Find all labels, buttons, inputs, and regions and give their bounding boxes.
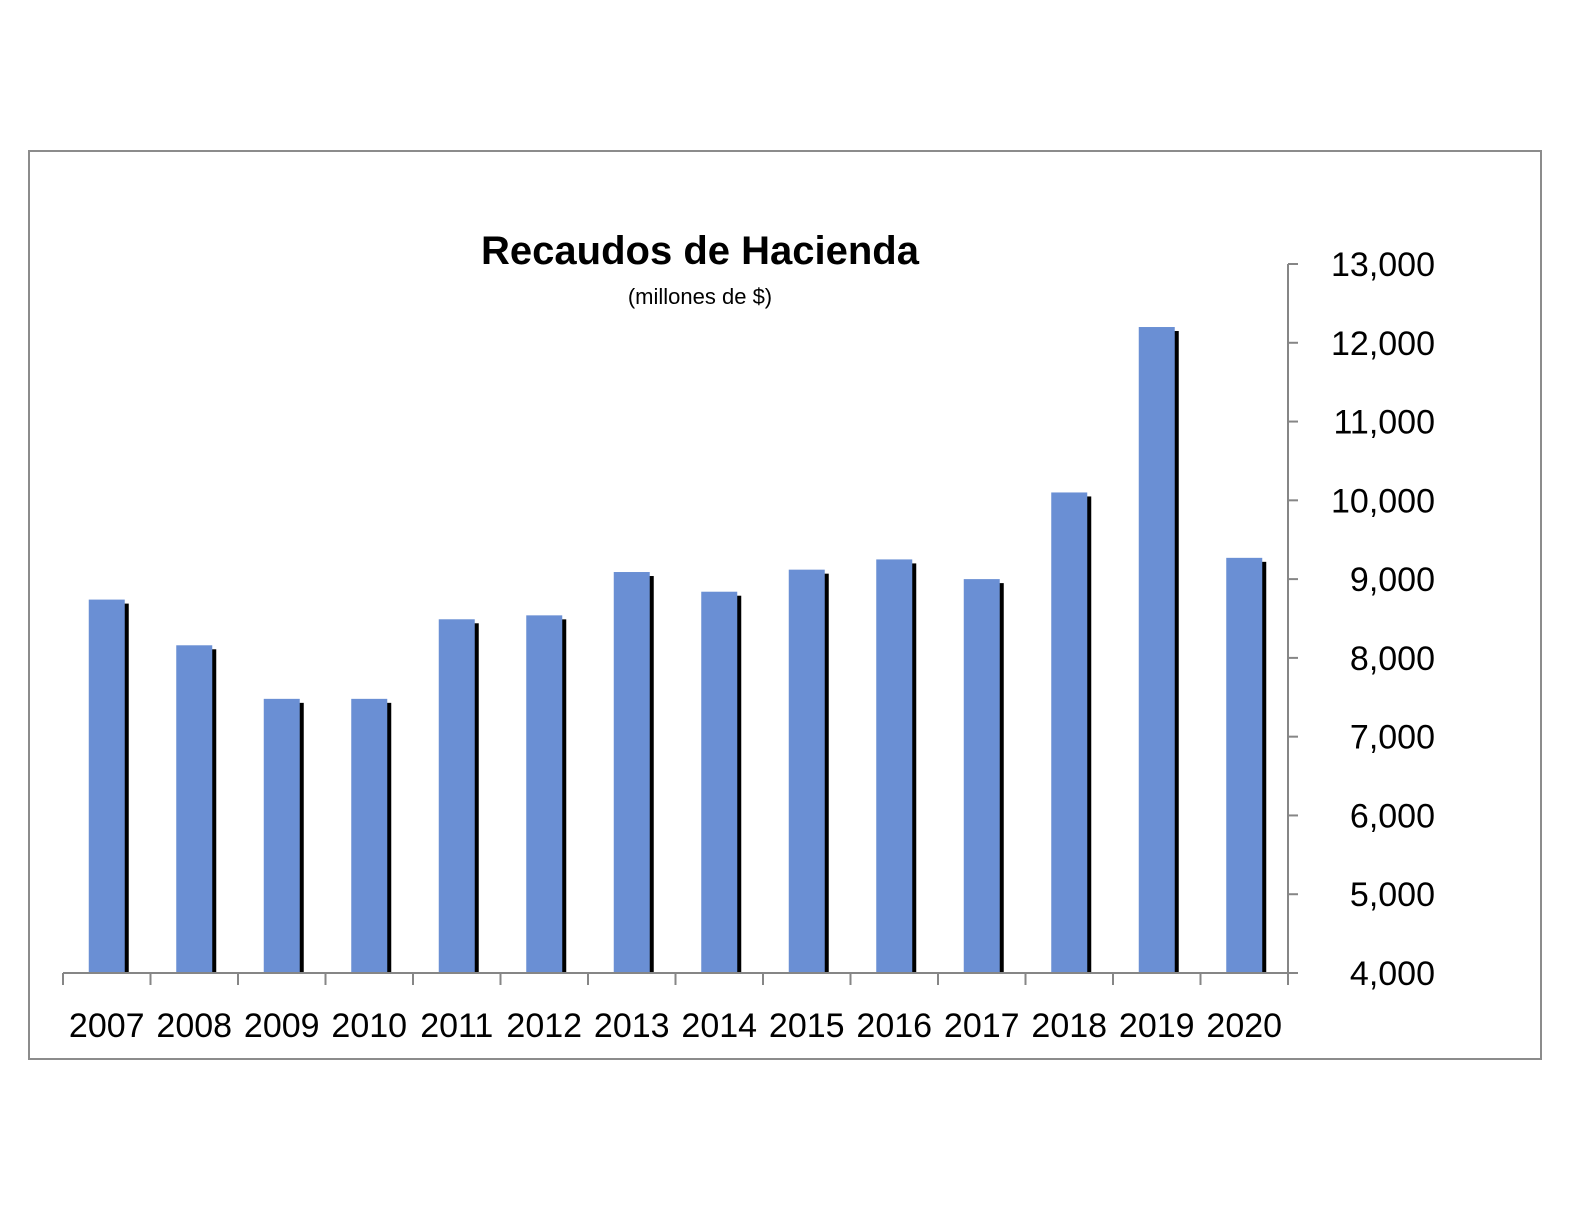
bar (701, 591, 738, 973)
y-axis: 4,000 5,000 6,000 7,000 8,000 9,000 10,000 11,0… (1287, 246, 1435, 993)
x-tick-label: 2007 (69, 1007, 145, 1045)
bar (351, 698, 388, 973)
bar (876, 559, 913, 973)
chart-subtitle: (millones de $) (628, 284, 772, 309)
x-tick-label: 2016 (856, 1007, 932, 1045)
y-tick-label: 11,000 (1334, 404, 1435, 442)
y-tick-label: 8,000 (1350, 640, 1435, 678)
bar (438, 619, 475, 973)
chart-title: Recaudos de Hacienda (481, 229, 920, 273)
bar (1226, 557, 1263, 973)
x-tick-label: 2018 (1031, 1007, 1107, 1045)
y-tick-label: 12,000 (1331, 325, 1435, 363)
y-tick-label: 10,000 (1331, 482, 1435, 520)
x-tick-label: 2009 (244, 1007, 320, 1045)
y-tick-label: 5,000 (1350, 876, 1435, 914)
x-tick-label: 2019 (1119, 1007, 1195, 1045)
x-tick-label: 2012 (506, 1007, 582, 1045)
x-tick-label: 2020 (1206, 1007, 1282, 1045)
y-tick-label: 9,000 (1350, 561, 1435, 599)
bar (526, 615, 563, 973)
bar (1051, 492, 1088, 973)
x-tick-label: 2015 (769, 1007, 845, 1045)
x-tick-label: 2013 (594, 1007, 670, 1045)
x-tick-label: 2010 (331, 1007, 407, 1045)
y-tick-label: 7,000 (1350, 719, 1435, 757)
y-tick-label: 4,000 (1350, 955, 1435, 993)
bar (88, 599, 125, 973)
x-tick-label: 2011 (420, 1007, 493, 1045)
bar (263, 698, 300, 973)
x-tick-label: 2014 (681, 1007, 757, 1045)
x-axis: 2007 2008 2009 2010 2011 2012 2013 2014 2015 2016… (62, 972, 1289, 1045)
bar (788, 569, 825, 973)
x-tick-label: 2017 (944, 1007, 1020, 1045)
bar (963, 579, 1000, 973)
y-tick-label: 6,000 (1350, 797, 1435, 835)
bar (176, 645, 213, 973)
bar (1138, 327, 1175, 973)
x-tick-label: 2008 (156, 1007, 232, 1045)
bars-group (88, 327, 1267, 973)
y-tick-label: 13,000 (1331, 246, 1435, 284)
bar (613, 572, 650, 973)
